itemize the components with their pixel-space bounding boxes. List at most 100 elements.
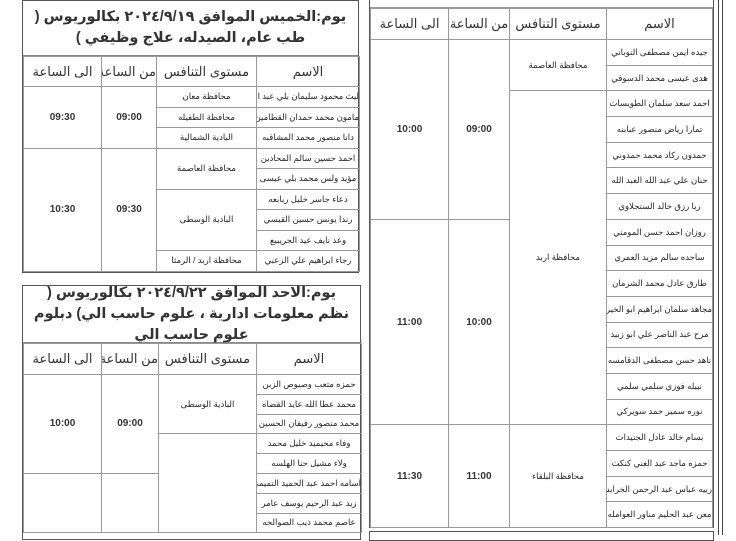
table-row: بسام خالد عادل الجنيدات محافظة البلقاء 11:… [370, 424, 713, 529]
student-name: بسام خالد عادل الجنيدات [606, 424, 713, 451]
schedule-right: الاسم مستوى التنافس من الساعة الى الساعة جيد… [369, 0, 714, 529]
next-table-edge [369, 531, 714, 541]
student-name: دانا منصور محمد المشاقبه [256, 127, 360, 149]
header-from: من الساعة [101, 56, 157, 87]
student-name: معن عبد الحليم مناور العوامله [606, 501, 713, 529]
page-border [718, 0, 723, 535]
student-name: اسامه احمد عبد الحميد التميمي [256, 472, 362, 494]
table-row: ليث محمود سليمان بلي عبد الرحمنمحافظة مع… [23, 86, 360, 149]
student-name: ربيه عباس عبد الرحمن الخرابشه [606, 475, 713, 503]
schedule-thursday: يوم:الخميس الموافق ٢٠٢٤/٩/١٩ بكالوريوس (… [22, 0, 360, 273]
student-name: عاصم محمد ذيب الصوالحه [256, 512, 362, 534]
student-name: هدى عيسى محمد الدسوقي [606, 64, 713, 92]
student-name: ربا رزق خالد السنجلاوي [606, 193, 713, 220]
student-name: محمد عطا الله عايد القضاه [256, 393, 362, 415]
header-level: مستوى التنافس [158, 343, 257, 375]
table-row: هدى عيسى محمد الدسوقي [371, 64, 713, 92]
student-name: نبيله فوزي سلمي سلمي [606, 372, 713, 400]
student-name: احمد حسين سالم المحادين [256, 147, 360, 169]
student-name: ناهد حسن مصطفى الدقامسه [606, 347, 713, 374]
start-time [101, 472, 159, 534]
end-time: 10:30 [23, 147, 102, 272]
table-row: نوره سمير حمد سويركي [371, 398, 713, 426]
student-name: وعد نايف عيد الجريبيع [256, 229, 360, 251]
student-name: مجاهد سلمان ابراهيم ابو الخير [606, 295, 713, 323]
header-name: الاسم [256, 56, 360, 87]
student-name: حمزه متعب وصيوص الزبن [256, 374, 362, 395]
student-name: ساجده سالم مزيد العمري [606, 244, 713, 272]
header-from: من الساعة [101, 343, 159, 375]
table-row: ربيه عباس عبد الرحمن الخرابشه [371, 475, 713, 503]
student-name: وفاء محيميد خليل محمد [256, 433, 362, 455]
schedule-table: الاسم مستوى التنافس من الساعة الى الساعة جيد… [370, 8, 713, 529]
header-to: الى الساعة [370, 8, 449, 40]
end-time: 11:30 [370, 424, 449, 529]
header-level: مستوى التنافس [509, 8, 607, 40]
student-name: دعاء جاسر خليل ربابعه [256, 188, 360, 210]
competition-level: البادية الوسطى [158, 373, 257, 435]
table-row: معن عبد الحليم مناور العوامله [371, 501, 713, 529]
header-from: من الساعة [448, 8, 510, 40]
competition-level: البادية الشمالية [156, 127, 257, 149]
competition-level: البادية الوسطى [156, 188, 257, 251]
competition-level: محافظة البلقاء [509, 424, 607, 529]
student-name: جيده ايمن مصطفى النوباني [606, 39, 713, 66]
student-name: زيد عبد الرحيم يوسف عامر [256, 492, 362, 514]
end-time: 11:00 [370, 218, 449, 426]
table-row: رجاء ابراهيم علي الزعبي محافظة اربد / الر… [24, 250, 360, 272]
table-row: روزان احمد حسن المومني 10:00 11:00 [370, 218, 713, 426]
header-name: الاسم [256, 343, 362, 375]
competition-level: محافظة معان [156, 86, 257, 108]
competition-level: محافظة اربد [509, 90, 607, 426]
student-name: حمزه ماجد عبد الغني كنكت [606, 450, 713, 477]
table-row: حنان علي عبد الله العبد الله [371, 167, 713, 195]
student-name: طارق عادل محمد الشرمان [606, 270, 713, 297]
header-level: مستوى التنافس [156, 56, 257, 87]
competition-level: محافظة العاصمة [156, 147, 257, 190]
competition-level: محافظة اربد / الرمثا [156, 250, 257, 272]
table-row: عاصم محمد ذيب الصوالحه [24, 512, 362, 534]
end-time: 09:30 [23, 86, 102, 149]
end-time [23, 472, 102, 534]
table-row: ساجده سالم مزيد العمري [371, 244, 713, 272]
schedule-title: يوم:الاحد الموافق ٢٠٢٤/٩/٢٢ بكالوريوس ( … [23, 285, 360, 343]
schedule-table: الاسم مستوى التنافس من الساعة الى الساعة ليث… [23, 56, 360, 272]
student-name: ولاء مشيل حنا الهلسه [256, 453, 362, 474]
table-row: اسامه احمد عبد الحميد التميمي [23, 472, 362, 534]
table-row: مامون محمد حمدان القطامين محافظة الطفيله [24, 106, 360, 128]
schedule-table: الاسم مستوى التنافس من الساعة الى الساعة حمز… [23, 343, 362, 534]
start-time: 11:00 [448, 424, 510, 529]
end-time: 10:00 [23, 374, 102, 474]
student-name: احمد سعد سلمان الطويسات [606, 90, 713, 118]
table-row: تمارا رياض منصور عبابنه [371, 116, 713, 143]
student-name: مامون محمد حمدان القطامين [256, 106, 360, 128]
table-row: دانا منصور محمد المشاقبه البادية الشمالية [24, 127, 360, 149]
end-time: 10:00 [370, 39, 449, 220]
table-row: مجاهد سلمان ابراهيم ابو الخير [371, 295, 713, 323]
schedule-title: يوم:الخميس الموافق ٢٠٢٤/٩/١٩ بكالوريوس (… [23, 1, 358, 56]
table-row: جيده ايمن مصطفى النوباني محافظة العاصمة 09… [370, 38, 713, 220]
table-row: وفاء محيميد خليل محمد [24, 433, 362, 534]
table-row: حمزه متعب وصيوص الزبن البادية الوسطى 09:00… [23, 373, 362, 474]
student-name: تمارا رياض منصور عبابنه [606, 116, 713, 143]
schedule-sunday: يوم:الاحد الموافق ٢٠٢٤/٩/٢٢ بكالوريوس ( … [22, 285, 362, 540]
table-row: حمدون ركاد محمد حمدوني [371, 141, 713, 169]
table-row: احمد حسين سالم المحادين محافظة العاصمة 09:… [23, 147, 360, 272]
student-name: مرح عبد الناصر علي ابو زبيد [606, 321, 713, 349]
student-name: رندا يونس حسين القيسي [256, 209, 360, 231]
student-name: ليث محمود سليمان بلي عبد الرحمن [256, 86, 360, 108]
header-name: الاسم [606, 8, 713, 40]
competition-level: محافظة العاصمة [509, 38, 607, 92]
table-top-strip [370, 0, 713, 8]
start-time: 09:00 [101, 374, 159, 474]
student-name: نوره سمير حمد سويركي [606, 398, 713, 426]
student-name: رجاء ابراهيم علي الزعبي [256, 250, 360, 272]
table-row: مرح عبد الناصر علي ابو زبيد [371, 321, 713, 349]
student-name: مؤيد ولس محمد بلي عيسى [256, 168, 360, 190]
header-to: الى الساعة [23, 343, 102, 375]
header-to: الى الساعة [23, 56, 102, 87]
competition-level: محافظة الطفيله [156, 106, 257, 128]
student-name: محمد منصور رفيفان الحسين [256, 413, 362, 435]
start-time: 10:00 [448, 218, 510, 426]
start-time: 09:00 [101, 86, 157, 149]
